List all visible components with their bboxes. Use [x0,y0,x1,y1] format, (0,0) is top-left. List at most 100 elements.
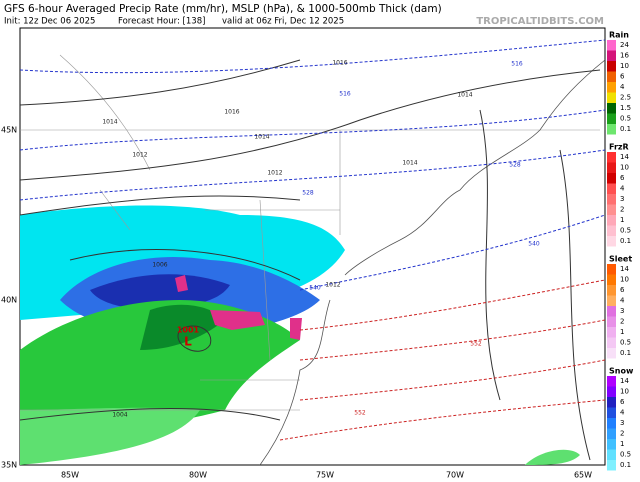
legend-label: 2 [620,430,624,438]
legend-swatch [607,295,616,306]
legend-label: 0.1 [620,461,631,469]
legend-label: 1 [620,216,624,224]
legend-label: 0.1 [620,125,631,133]
isobar-label: 1016 [224,109,239,116]
legend-label: 16 [620,52,629,60]
legend-label: 4 [620,185,625,193]
legend-swatch [607,162,616,173]
legend-label: 6 [620,73,625,81]
legend-swatch [607,327,616,338]
thickness-warm [279,279,605,441]
legend-label: 14 [620,377,629,385]
precip-heavy-rain [140,304,225,350]
legend-swatch [607,61,616,72]
legend-label: 10 [620,164,629,172]
legend-label: 1 [620,440,624,448]
lon-label: 75W [316,471,334,480]
legend-label: 2.5 [620,94,631,102]
lat-label: 35N [1,461,17,470]
legend-label: 1.5 [620,104,631,112]
legend-title: FrzR [609,143,629,152]
legend-swatch [607,285,616,296]
legend-label: 14 [620,153,629,161]
legend-label: 4 [620,83,625,91]
thickness-label: 528 [302,190,314,197]
legend-swatch [607,337,616,348]
isobar-label: 1014 [102,119,117,126]
legend-label: 10 [620,388,629,396]
coastline [259,59,605,465]
legend-label: 0.1 [620,349,631,357]
legend-label: 0.5 [620,227,631,235]
legend-label: 0.5 [620,339,631,347]
legend-label: 3 [620,195,624,203]
site: TROPICALTIDBITS.COM [476,16,604,27]
legend-swatch [607,215,616,226]
legend-title: Sleet [609,255,632,264]
legend-swatch [607,376,616,387]
legend-label: 10 [620,276,629,284]
legend-label: 14 [620,265,629,273]
legend-title: Snow [609,367,634,376]
legend-label: 6 [620,174,625,182]
thickness-label: 552 [470,341,482,348]
legend-swatch [607,386,616,397]
isobar-label: 1014 [457,92,472,99]
map [19,27,606,466]
thickness-label: 528 [509,162,521,169]
legend-label: 0.5 [620,115,631,123]
thickness-label: 540 [528,241,540,248]
legend-label: 0.5 [620,451,631,459]
thickness-label: 516 [339,91,351,98]
lon-label: 70W [446,471,464,480]
legend-swatch [607,460,616,471]
legend-label: 3 [620,307,624,315]
legend-swatch [607,40,616,51]
lon-label: 80W [189,471,207,480]
thickness-label: 516 [511,61,523,68]
legend-swatch [607,183,616,194]
legend-swatch [607,124,616,135]
precip-rain-south [20,407,200,465]
legend-swatch [607,82,616,93]
low-symbol: L [184,335,192,349]
isobar-label: 1016 [332,60,347,67]
legend-swatch [607,204,616,215]
legend-label: 0.1 [620,237,631,245]
legend-label: 24 [620,41,629,49]
legend-swatch [607,407,616,418]
legend-swatch [607,274,616,285]
legend-label: 1 [620,328,624,336]
legend-label: 4 [620,409,625,417]
legend-swatch [607,418,616,429]
isobar-label: 1006 [152,262,167,269]
legend-swatch [607,264,616,275]
precip-mix [175,275,265,330]
legend-swatch [607,439,616,450]
legend-label: 6 [620,398,625,406]
isobar-label: 1012 [325,282,340,289]
legend-swatch [607,225,616,236]
legend-label: 2 [620,318,624,326]
legend-label: 3 [620,419,624,427]
isobar-label: 1014 [402,160,417,167]
borders [20,54,600,411]
lon-label: 65W [574,471,592,480]
legend-label: 6 [620,286,625,294]
legend-label: 2 [620,206,624,214]
forecast-hour: Forecast Hour: [138] [118,17,205,27]
thickness-label: 552 [354,410,366,417]
legend-swatch [607,397,616,408]
legend-swatch [607,152,616,163]
legend-swatch [607,306,616,317]
legend-label: 4 [620,297,625,305]
legend-swatch [607,428,616,439]
valid-time: valid at 06z Fri, Dec 12 2025 [222,17,344,27]
isobar-label: 1012 [267,170,282,177]
legend-swatch [607,449,616,460]
legend-swatch [607,173,616,184]
legend-swatch [607,316,616,327]
legend-swatch [607,92,616,103]
lat-label: 45N [1,126,17,135]
